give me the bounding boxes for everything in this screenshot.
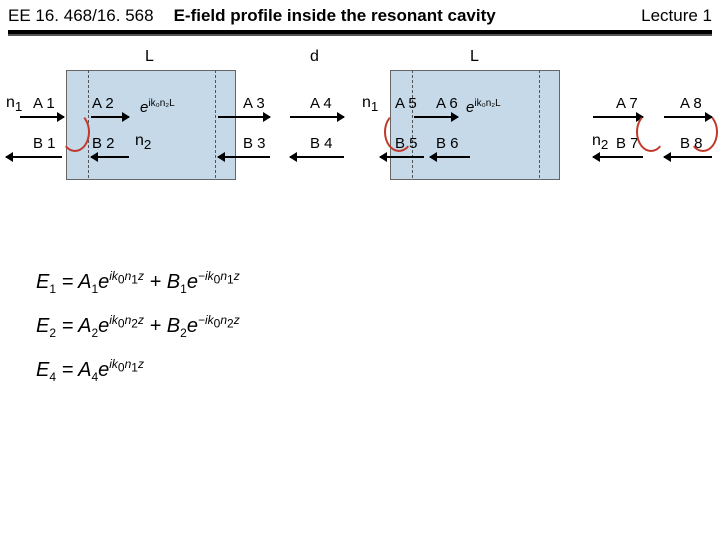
arc-1-left — [60, 112, 90, 152]
eq-E1: E1 = A1eik0n1z + B1e−ik0n1z — [36, 260, 240, 304]
A7: A 7 — [616, 95, 638, 112]
arrow-B4 — [290, 156, 344, 158]
n1-left: n1 — [6, 94, 22, 114]
dash-2b — [539, 70, 540, 178]
A3: A 3 — [243, 95, 265, 112]
equations-block: E1 = A1eik0n1z + B1e−ik0n1z E2 = A2eik0n… — [36, 260, 240, 392]
course-code: EE 16. 468/16. 568 — [8, 6, 154, 26]
dash-1b — [215, 70, 216, 178]
A8: A 8 — [680, 95, 702, 112]
A6: A 6 — [436, 95, 458, 112]
exp-cav1: eik₀n₂L — [140, 98, 175, 116]
A5: A 5 — [395, 95, 417, 112]
arrow-B6 — [430, 156, 470, 158]
label-L-right: L — [470, 48, 479, 66]
B2: B 2 — [92, 135, 115, 152]
arrow-A6 — [414, 116, 458, 118]
cavity-diagram: L d L n1 n1 n2 n2 eik₀n₂L eik₀n₂L A 1 A … — [0, 40, 720, 200]
A1: A 1 — [33, 95, 55, 112]
exp-cav2: eik₀n₂L — [466, 98, 501, 116]
lecture-label: Lecture 1 — [641, 6, 712, 26]
B3: B 3 — [243, 135, 266, 152]
B6: B 6 — [436, 135, 459, 152]
B4: B 4 — [310, 135, 333, 152]
B1: B 1 — [33, 135, 56, 152]
page-title: E-field profile inside the resonant cavi… — [174, 6, 496, 26]
arrow-B7 — [593, 156, 643, 158]
arrow-A3 — [218, 116, 270, 118]
arrow-B8 — [664, 156, 712, 158]
A4: A 4 — [310, 95, 332, 112]
arrow-B2 — [91, 156, 129, 158]
cavity-1 — [66, 70, 236, 180]
header-rule-shadow — [8, 34, 712, 36]
A2: A 2 — [92, 95, 114, 112]
eq-E4: E4 = A4eik0n1z — [36, 348, 240, 392]
arrow-A1 — [20, 116, 64, 118]
arrow-A2 — [91, 116, 129, 118]
arrow-B1 — [6, 156, 62, 158]
cavity-2 — [390, 70, 560, 180]
arrow-B3 — [218, 156, 270, 158]
n2-cav1: n2 — [135, 132, 151, 152]
n1-mid: n1 — [362, 94, 378, 114]
arrow-A7 — [593, 116, 643, 118]
n2-cav2-right: n2 — [592, 132, 608, 152]
arrow-B5 — [380, 156, 424, 158]
B7: B 7 — [616, 135, 639, 152]
label-L-left: L — [145, 48, 154, 66]
arc-2-right — [636, 112, 666, 152]
arc-2-left — [384, 112, 414, 152]
label-d: d — [310, 48, 319, 66]
arc-3-right — [688, 112, 718, 152]
eq-E2: E2 = A2eik0n2z + B2e−ik0n2z — [36, 304, 240, 348]
arrow-A4 — [290, 116, 344, 118]
